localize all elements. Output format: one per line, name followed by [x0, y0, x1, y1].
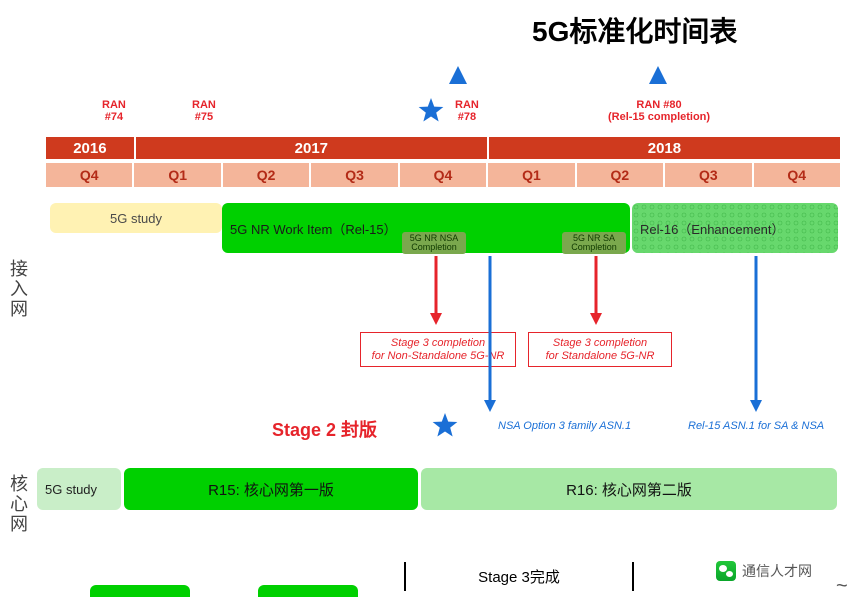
- stage2-label: Stage 2 封版: [272, 416, 377, 442]
- milestone-box: Stage 3 completion for Standalone 5G-NR: [528, 332, 672, 367]
- completion-sub-bar: 5G NR SA Completion: [562, 232, 626, 254]
- year-row: 201620172018: [45, 136, 841, 160]
- ran-marker: RAN #80 (Rel-15 completion): [608, 99, 710, 123]
- stub-bar: [90, 585, 190, 597]
- access-bar: Rel-16（Enhancement）: [632, 203, 838, 253]
- triangle-icon: [449, 66, 467, 84]
- quarter-cell: Q3: [310, 162, 398, 188]
- quarter-cell: Q1: [133, 162, 221, 188]
- quarter-cell: Q2: [576, 162, 664, 188]
- quarter-cell: Q1: [487, 162, 575, 188]
- star-icon: [433, 413, 458, 437]
- core-bar: R15: 核心网第一版: [124, 468, 418, 510]
- ran-marker: RAN #75: [192, 99, 216, 123]
- year-cell: 2018: [488, 136, 841, 160]
- quarter-cell: Q2: [222, 162, 310, 188]
- stub-bar: [258, 585, 358, 597]
- ran-marker: RAN #78: [455, 99, 479, 123]
- quarter-cell: Q4: [753, 162, 841, 188]
- quarter-cell: Q4: [45, 162, 133, 188]
- year-cell: 2016: [45, 136, 135, 160]
- ran-marker: RAN #74: [102, 99, 126, 123]
- quarter-cell: Q3: [664, 162, 752, 188]
- completion-sub-bar: 5G NR NSA Completion: [402, 232, 466, 254]
- wechat-icon: [716, 561, 736, 581]
- core-bar: 5G study: [37, 468, 121, 510]
- access-bar: 5G study: [50, 203, 222, 233]
- asn1-note: Rel-15 ASN.1 for SA & NSA: [688, 420, 824, 432]
- footer-text: 通信人才网: [742, 561, 812, 581]
- page-title: 5G标准化时间表: [532, 10, 737, 50]
- core-bar: R16: 核心网第二版: [421, 468, 837, 510]
- quarter-cell: Q4: [399, 162, 487, 188]
- asn1-note: NSA Option 3 family ASN.1: [498, 420, 631, 432]
- side-label-core: 核 心 网: [8, 475, 30, 534]
- star-icon: [419, 98, 444, 122]
- side-label-access: 接 入 网: [8, 260, 30, 319]
- milestone-box: Stage 3 completion for Non-Standalone 5G…: [360, 332, 516, 367]
- quarter-row: Q4Q1Q2Q3Q4Q1Q2Q3Q4: [45, 162, 841, 188]
- year-cell: 2017: [135, 136, 488, 160]
- tilde-mark: ~: [836, 575, 848, 598]
- triangle-icon: [649, 66, 667, 84]
- stage3-label: Stage 3完成: [404, 562, 634, 591]
- footer-source: 通信人才网: [716, 561, 812, 581]
